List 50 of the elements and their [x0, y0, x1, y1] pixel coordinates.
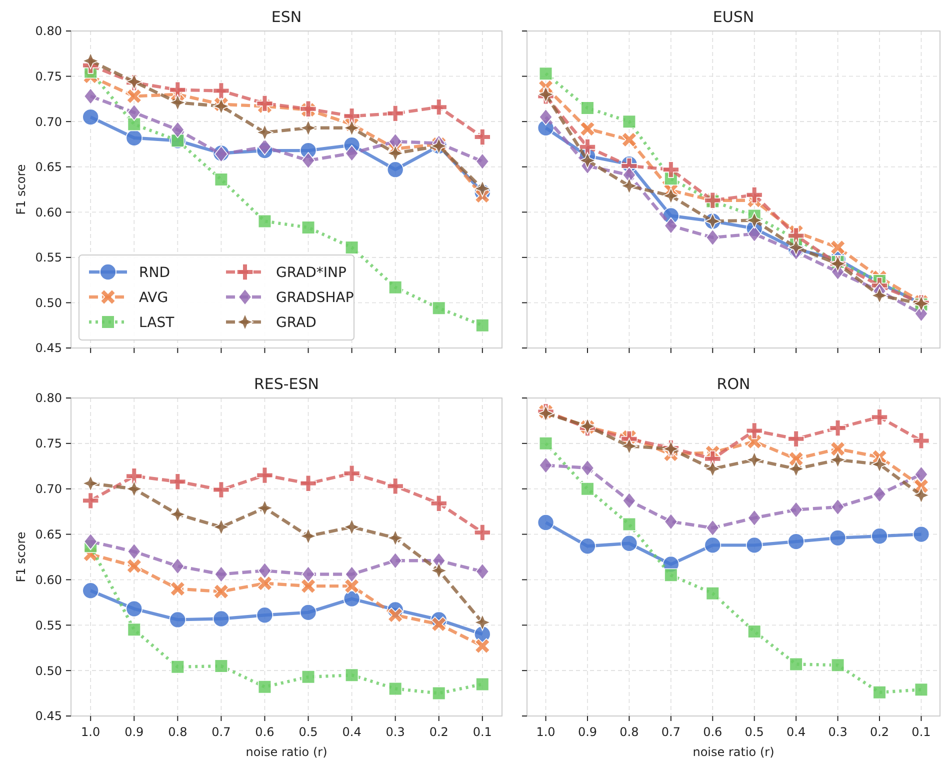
x-tick-label: 0.1 — [912, 725, 931, 739]
x-tick-label: 1.0 — [81, 725, 100, 739]
x-tick-label: 0.3 — [828, 725, 848, 739]
x-tick-label: 0.3 — [386, 725, 405, 739]
y-tick-label: 0.65 — [35, 160, 62, 174]
y-tick-label: 0.80 — [35, 391, 62, 406]
y-tick-label: 0.60 — [35, 205, 62, 220]
chart-title: ESN — [271, 8, 302, 26]
x-tick-label: 0.4 — [786, 725, 806, 739]
x-tick-label: 0.7 — [212, 725, 231, 739]
legend-label: GRAD — [276, 314, 316, 331]
chart-title: EUSN — [712, 8, 754, 26]
x-axis-title: noise ratio (r) — [692, 745, 774, 759]
x-tick-label: 0.4 — [342, 725, 362, 739]
y-tick-label: 0.65 — [35, 527, 62, 542]
x-tick-label: 0.5 — [298, 725, 318, 739]
chart-title: RES-ESN — [254, 375, 320, 393]
x-tick-label: 0.5 — [744, 725, 764, 739]
legend-label: LAST — [139, 314, 175, 331]
legend-label: RND — [139, 264, 170, 281]
legend-label: GRAD*INP — [276, 264, 346, 281]
y-axis-title: F1 score — [14, 532, 28, 582]
y-axis-title: F1 score — [14, 164, 28, 215]
x-tick-label: 0.9 — [578, 725, 598, 739]
y-tick-label: 0.70 — [35, 482, 62, 496]
x-tick-label: 0.7 — [661, 725, 680, 739]
x-tick-label: 0.1 — [472, 725, 492, 739]
x-tick-label: 0.9 — [124, 725, 144, 739]
y-tick-label: 0.80 — [35, 24, 62, 38]
x-tick-label: 0.2 — [429, 725, 448, 739]
y-tick-label: 0.70 — [35, 114, 62, 129]
x-tick-label: 1.0 — [536, 725, 556, 739]
y-tick-label: 0.75 — [35, 436, 62, 451]
y-tick-label: 0.50 — [35, 296, 62, 310]
y-tick-label: 0.45 — [35, 709, 62, 724]
y-tick-label: 0.45 — [35, 341, 62, 356]
legend-label: GRADSHAP — [276, 290, 354, 306]
x-tick-label: 0.6 — [255, 725, 274, 739]
y-tick-label: 0.55 — [35, 250, 62, 265]
y-tick-label: 0.50 — [35, 664, 62, 678]
x-tick-label: 0.2 — [870, 725, 890, 739]
x-axis-title: noise ratio (r) — [246, 745, 328, 759]
legend-label: AVG — [139, 290, 168, 306]
y-tick-label: 0.75 — [35, 69, 62, 84]
chart-title: RON — [716, 375, 750, 393]
x-tick-label: 0.6 — [703, 725, 722, 739]
y-tick-label: 0.60 — [35, 572, 62, 587]
x-tick-label: 0.8 — [620, 725, 639, 739]
x-tick-label: 0.8 — [168, 725, 188, 739]
y-tick-label: 0.55 — [35, 618, 62, 632]
